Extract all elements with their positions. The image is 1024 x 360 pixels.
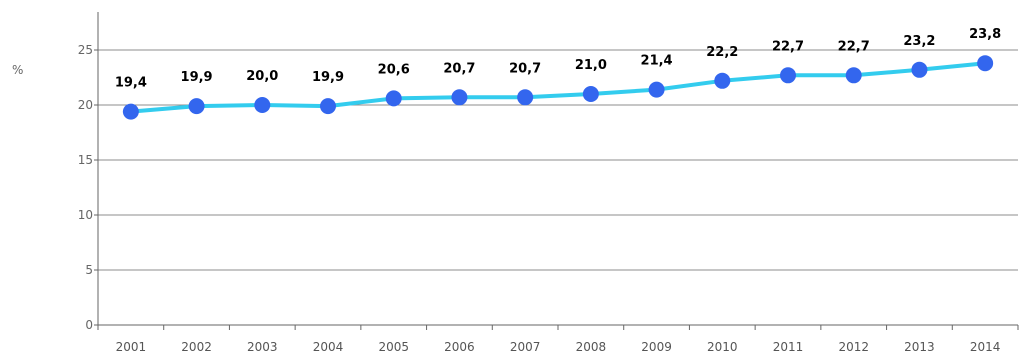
y-unit-label: % bbox=[12, 63, 23, 77]
y-tick-label: 0 bbox=[85, 318, 93, 332]
y-tick-label: 5 bbox=[85, 263, 93, 277]
data-label: 19,9 bbox=[181, 70, 213, 85]
y-tick-label: 10 bbox=[78, 208, 93, 222]
data-point bbox=[714, 72, 731, 89]
x-tick-label: 2005 bbox=[378, 340, 409, 354]
data-point bbox=[845, 67, 862, 84]
x-tick-label: 2009 bbox=[641, 340, 672, 354]
x-tick-label: 2002 bbox=[181, 340, 212, 354]
y-tick-label: 25 bbox=[78, 43, 93, 57]
x-tick-label: 2011 bbox=[773, 340, 804, 354]
gridlines bbox=[98, 49, 1018, 271]
x-tick-label: 2006 bbox=[444, 340, 475, 354]
data-point bbox=[780, 67, 796, 84]
data-label: 20,7 bbox=[443, 61, 475, 76]
data-label: 22,2 bbox=[706, 45, 738, 60]
data-label: 23,2 bbox=[903, 34, 935, 49]
data-labels: 19,4 19,9 20,0 19,9 20,6 20,7 20,7 21,0 21,4 22,2… bbox=[115, 27, 1001, 90]
data-point bbox=[320, 98, 336, 115]
data-point bbox=[911, 61, 928, 78]
data-point bbox=[648, 81, 665, 98]
data-point bbox=[188, 98, 205, 115]
data-label: 21,0 bbox=[575, 58, 607, 73]
x-tick-label: 2001 bbox=[116, 340, 147, 354]
y-tick-label: 15 bbox=[78, 153, 93, 167]
data-label: 21,4 bbox=[641, 54, 673, 69]
data-point bbox=[385, 90, 402, 107]
x-tick-label: 2007 bbox=[510, 340, 541, 354]
series-line-path bbox=[128, 61, 988, 114]
x-tick-label: 2012 bbox=[838, 340, 869, 354]
data-label: 19,9 bbox=[312, 70, 344, 85]
data-point bbox=[977, 55, 994, 72]
data-label: 23,8 bbox=[969, 27, 1001, 42]
x-tick-label: 2003 bbox=[247, 340, 278, 354]
x-tick-label: 2010 bbox=[707, 340, 738, 354]
data-point bbox=[517, 89, 534, 106]
x-tick-label: 2004 bbox=[313, 340, 344, 354]
data-label: 20,6 bbox=[378, 62, 410, 77]
data-label: 19,4 bbox=[115, 76, 147, 91]
y-tick-label: 20 bbox=[78, 98, 93, 112]
data-point bbox=[582, 86, 599, 102]
axes: 0 5 10 15 20 25 2001 2002 2003 2004 2005 2006 2007 20… bbox=[78, 12, 1019, 354]
x-tick-label: 2013 bbox=[904, 340, 935, 354]
x-tick-label: 2008 bbox=[576, 340, 607, 354]
series-line bbox=[122, 55, 994, 120]
data-point bbox=[122, 103, 139, 120]
data-label: 22,7 bbox=[772, 39, 804, 54]
x-tick-label: 2014 bbox=[970, 340, 1001, 354]
data-label: 20,0 bbox=[246, 69, 278, 84]
data-label: 20,7 bbox=[509, 61, 541, 76]
data-point bbox=[254, 97, 271, 113]
data-label: 22,7 bbox=[838, 39, 870, 54]
data-point bbox=[451, 89, 468, 106]
